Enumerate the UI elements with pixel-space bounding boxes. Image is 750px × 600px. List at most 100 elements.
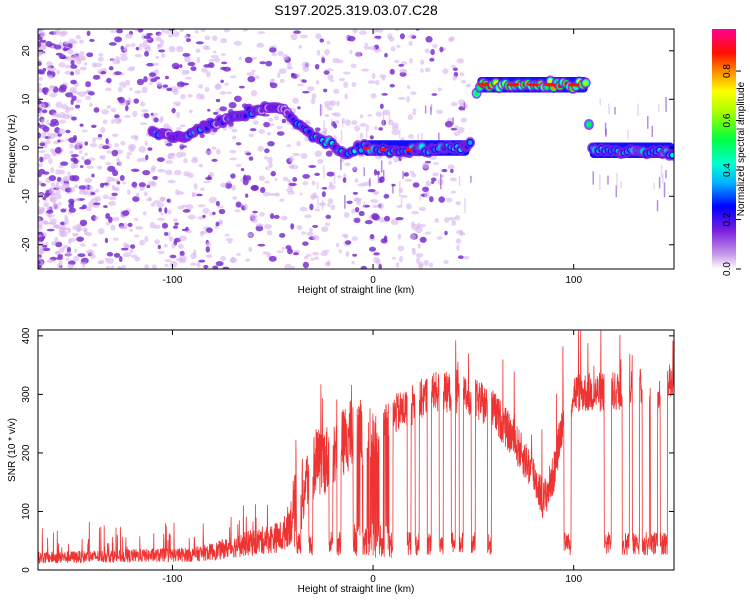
spectrogram-noise-dot bbox=[267, 141, 275, 147]
colorbar-tick-label: 0.4 bbox=[722, 163, 733, 177]
spectrogram-noise-dot bbox=[214, 57, 220, 63]
spectrogram-noise-dot bbox=[150, 202, 156, 207]
spectrogram-noise-dot bbox=[235, 163, 242, 168]
spectrogram-noise-dot bbox=[160, 115, 164, 122]
spectrogram-noise-dot bbox=[77, 91, 86, 97]
spectrogram-noise-dot bbox=[92, 137, 96, 144]
spectrogram-noise-dot bbox=[326, 171, 335, 177]
spectrogram-noise-dot bbox=[102, 182, 109, 186]
spectrogram-noise-dot bbox=[233, 95, 242, 102]
spectrogram-noise-dot bbox=[281, 118, 287, 124]
spectrogram-noise-dot bbox=[349, 49, 353, 54]
spectrogram-noise-dot bbox=[434, 217, 440, 224]
spectrogram-noise-dot bbox=[410, 91, 417, 96]
spectrogram-noise-dot bbox=[231, 135, 237, 140]
spectrogram-noise-dot bbox=[179, 235, 187, 242]
spectrogram-noise-dot bbox=[185, 229, 192, 234]
spectrogram-noise-dot bbox=[106, 251, 114, 257]
spectrogram-noise-dot bbox=[67, 48, 74, 55]
spectrogram-noise-dot bbox=[92, 74, 101, 80]
spectrogram-noise-dot bbox=[111, 192, 118, 197]
spectrogram-streak bbox=[440, 173, 442, 190]
spectrogram-noise-dot bbox=[296, 225, 303, 231]
spectrogram-noise-dot bbox=[204, 35, 211, 41]
spectrogram-noise-dot bbox=[277, 51, 284, 57]
spectrogram-noise-dot bbox=[245, 193, 249, 198]
spectrogram-noise-dot bbox=[274, 115, 279, 121]
spectrogram-noise-dot bbox=[302, 173, 311, 179]
spectrogram-noise-dot bbox=[146, 32, 153, 36]
spectrogram-streak bbox=[658, 104, 660, 112]
spectrogram-noise-dot bbox=[206, 241, 212, 247]
spectrogram-noise-dot bbox=[376, 170, 380, 176]
spectrogram-streak bbox=[662, 173, 664, 184]
spectrogram-noise-dot bbox=[119, 175, 125, 181]
spectrogram-noise-dot bbox=[208, 58, 217, 62]
spectrogram-noise-dot bbox=[78, 185, 86, 191]
spectrogram-noise-dot bbox=[182, 209, 191, 213]
spectrogram-noise-dot bbox=[324, 104, 329, 108]
spectrogram-noise-dot bbox=[134, 29, 139, 32]
spectrogram-noise-dot bbox=[397, 233, 402, 240]
spectrogram-noise-dot bbox=[161, 53, 166, 58]
spectrogram-noise-dot bbox=[448, 37, 454, 42]
spectrogram-noise-dot bbox=[205, 246, 211, 253]
spectrogram-noise-dot bbox=[280, 215, 288, 221]
spectrogram-streak bbox=[421, 132, 423, 143]
spectrogram-noise-dot bbox=[107, 165, 116, 172]
spectrogram-ytick-label: 0 bbox=[21, 145, 32, 151]
spectrogram-noise-dot bbox=[291, 265, 296, 269]
spectrogram-noise-dot bbox=[299, 192, 303, 196]
spectrogram-noise-dot bbox=[52, 112, 59, 118]
spectrogram-noise-dot bbox=[105, 162, 112, 166]
spectrogram-noise-dot bbox=[300, 231, 307, 235]
spectrogram-noise-dot bbox=[303, 255, 309, 260]
spectrogram-noise-dot bbox=[71, 116, 77, 121]
spectrogram-noise-dot bbox=[112, 237, 119, 241]
spectrogram-noise-dot bbox=[90, 192, 96, 196]
spectrogram-streak bbox=[615, 185, 618, 198]
spectrogram-noise-dot bbox=[369, 135, 374, 140]
spectrogram-noise-dot bbox=[205, 176, 213, 181]
spectrogram-noise-dot bbox=[405, 203, 412, 210]
spectrogram-noise-dot bbox=[117, 266, 121, 269]
spectrogram-ridge-core bbox=[243, 113, 248, 119]
spectrogram-noise-dot bbox=[270, 170, 276, 177]
spectrogram-noise-dot bbox=[200, 29, 206, 33]
spectrogram-noise-dot bbox=[301, 61, 310, 68]
spectrogram-streak bbox=[424, 105, 427, 114]
spectrogram-noise-dot bbox=[196, 193, 203, 197]
spectrogram-xtick-label: 100 bbox=[565, 275, 582, 286]
spectrogram-ridge-core bbox=[670, 152, 674, 158]
spectrogram-noise-dot bbox=[290, 223, 295, 230]
spectrogram-noise-dot bbox=[314, 150, 323, 157]
spectrogram-noise-dot bbox=[74, 184, 79, 189]
spectrogram-streak bbox=[616, 172, 618, 189]
spectrogram-noise-dot bbox=[354, 206, 360, 213]
spectrogram-noise-dot bbox=[432, 172, 439, 177]
spectrogram-noise-dot bbox=[42, 126, 50, 132]
spectrogram-noise-dot bbox=[287, 190, 295, 195]
spectrogram-noise-dot bbox=[220, 182, 227, 188]
spectrogram-noise-dot bbox=[149, 80, 153, 86]
spectrogram-noise-dot bbox=[371, 72, 376, 80]
spectrogram-noise-dot bbox=[396, 44, 401, 48]
spectrogram-noise-dot bbox=[250, 184, 259, 191]
spectrogram-noise-dot bbox=[460, 79, 467, 84]
spectrogram-noise-dot bbox=[284, 263, 292, 269]
snr-ytick-label: 300 bbox=[21, 386, 32, 403]
spectrogram-noise-dot bbox=[68, 202, 75, 209]
spectrogram-noise-dot bbox=[68, 238, 72, 245]
spectrogram-noise-dot bbox=[249, 213, 258, 220]
spectrogram-noise-dot bbox=[114, 71, 122, 76]
spectrogram-noise-dot bbox=[81, 204, 87, 209]
spectrogram-noise-dot bbox=[282, 176, 289, 182]
spectrogram-noise-dot bbox=[136, 158, 142, 163]
spectrogram-noise-dot bbox=[409, 57, 413, 64]
spectrogram-noise-dot bbox=[166, 87, 173, 92]
spectrogram-noise-dot bbox=[376, 258, 381, 266]
spectrogram-noise-dot bbox=[129, 228, 133, 232]
spectrogram-noise-dot bbox=[141, 86, 148, 94]
spectrogram-noise-dot bbox=[69, 86, 77, 93]
spectrogram-noise-dot bbox=[101, 109, 109, 115]
